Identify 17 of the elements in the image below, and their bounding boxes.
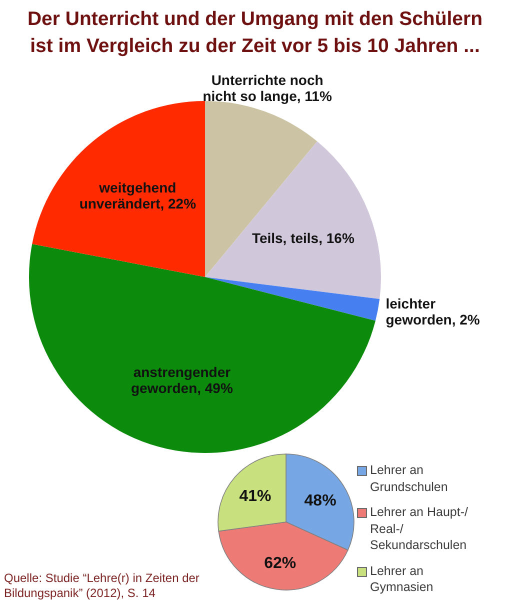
slice-label: Teils, teils, 16%	[252, 230, 355, 246]
legend-label: Lehrer an Grundschulen	[370, 462, 449, 495]
slice-label: Unterrichte noch nicht so lange, 11%	[202, 72, 332, 104]
source-note: Quelle: Studie “Lehre(r) in Zeiten der Bildungspanik” (2012), S. 14	[4, 571, 200, 601]
pie-slice	[205, 141, 381, 300]
pie-slice	[205, 277, 380, 321]
chart-title: Der Unterricht und der Umgang mit den Schülern ist im Vergleich zu der Zeit vor 5 bis 10 Jahren ...	[26, 7, 484, 59]
slice-label: leichter geworden, 2%	[386, 295, 480, 328]
data-label: 41%	[239, 488, 272, 505]
pie-slice	[29, 244, 376, 453]
legend-label: Lehrer an Haupt-/ Real-/ Sekundarschulen	[370, 504, 469, 554]
data-label: 48%	[304, 492, 336, 510]
slice-label: anstrengender geworden, 49%	[131, 364, 234, 396]
slice-label: weitgehend unverändert, 22%	[79, 180, 197, 212]
data-label: 62%	[264, 554, 296, 572]
legend-label: Lehrer an Gymnasien	[370, 562, 434, 596]
pie-slice	[32, 101, 205, 277]
